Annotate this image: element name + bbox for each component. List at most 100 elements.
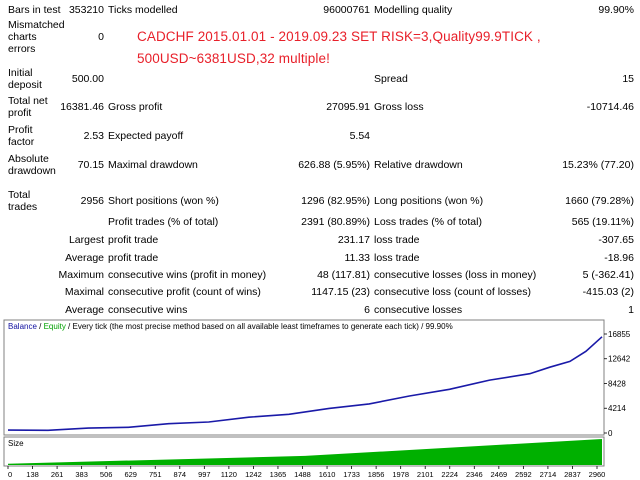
absolute-drawdown-label-2: drawdown	[8, 165, 56, 177]
loss-trades-value: 565 (19.11%)	[571, 216, 634, 228]
x-tick-label: 2592	[515, 470, 532, 479]
ticks-label: Ticks modelled	[108, 4, 178, 16]
maximum-label: Maximum	[58, 269, 104, 281]
x-tick-label: 2960	[589, 470, 606, 479]
ticks-value: 96000761	[323, 4, 370, 16]
chart-header: Balance / Equity / Every tick (the most …	[8, 322, 453, 331]
balance-series-line	[7, 336, 603, 432]
x-tick-label: 874	[174, 470, 187, 479]
modelling-quality-label: Modelling quality	[374, 4, 453, 16]
relative-drawdown-value: 15.23% (77.20)	[562, 159, 634, 171]
legend-separator: /	[37, 322, 44, 331]
absolute-drawdown-label-1: Absolute	[8, 153, 49, 165]
maximal-consecutive-profit-value: 1147.15 (23)	[311, 286, 370, 298]
mismatched-label-3: errors	[8, 43, 36, 55]
x-tick-label: 1120	[221, 470, 237, 479]
profit-trades-label: Profit trades (% of total)	[108, 216, 219, 228]
x-tick-label: 1365	[270, 470, 287, 479]
profit-factor-label-1: Profit	[8, 124, 33, 136]
largest-profit-trade-label: profit trade	[108, 234, 159, 246]
average-consecutive-wins-label: consecutive wins	[108, 304, 188, 316]
y-tick-label: 4214	[608, 404, 626, 413]
deposit-value: 500.00	[71, 73, 104, 85]
x-tick-label: 1488	[294, 470, 311, 479]
expected-payoff-label: Expected payoff	[108, 130, 184, 142]
largest-profit-trade-value: 231.17	[337, 234, 370, 246]
largest-loss-trade-label: loss trade	[374, 234, 420, 246]
annotation-line-1: CADCHF 2015.01.01 - 2019.09.23 SET RISK=…	[137, 29, 541, 44]
x-axis-ticks: 0 138 261 383 506 629 751 874 997 1120 1242 1365 148…	[7, 466, 606, 479]
absolute-drawdown-value: 70.15	[77, 159, 104, 171]
x-tick-label: 0	[8, 470, 12, 479]
x-tick-label: 629	[124, 470, 137, 479]
short-positions-label: Short positions (won %)	[108, 195, 219, 207]
largest-loss-trade-value: -307.65	[598, 234, 634, 246]
loss-trades-label: Loss trades (% of total)	[374, 216, 482, 228]
y-tick-label: 12642	[608, 355, 631, 364]
max-consecutive-losses-label: consecutive losses (loss in money)	[374, 269, 537, 281]
modelling-quality-value: 99.90%	[598, 4, 634, 16]
balance-chart: Balance / Equity / Every tick (the most …	[3, 319, 631, 479]
average-consecutive-label: Average	[65, 304, 104, 316]
average-loss-trade-value: -18.96	[604, 252, 634, 264]
x-tick-label: 506	[100, 470, 113, 479]
bars-value: 353210	[68, 4, 104, 16]
deposit-label-1: Initial	[8, 67, 33, 79]
y-tick-label: 8428	[608, 379, 626, 388]
max-consecutive-wins-value: 48 (117.81)	[317, 269, 370, 281]
legend-equity: Equity	[44, 322, 66, 331]
x-tick-label: 2346	[466, 470, 483, 479]
x-tick-label: 383	[75, 470, 88, 479]
x-tick-label: 1978	[392, 470, 409, 479]
maximal-consecutive-profit-label: consecutive profit (count of wins)	[108, 286, 261, 298]
x-tick-label: 1610	[319, 470, 336, 479]
gross-loss-value: -10714.46	[586, 101, 634, 113]
total-trades-label-1: Total	[8, 189, 31, 201]
max-consecutive-wins-label: consecutive wins (profit in money)	[108, 269, 267, 281]
x-tick-label: 2101	[417, 470, 434, 479]
gross-profit-label: Gross profit	[108, 101, 163, 113]
x-tick-label: 997	[198, 470, 211, 479]
average-label: Average	[65, 252, 104, 264]
legend-balance: Balance	[8, 322, 37, 331]
relative-drawdown-label: Relative drawdown	[374, 159, 463, 171]
spread-label: Spread	[374, 73, 408, 85]
average-profit-trade-value: 11.33	[344, 252, 371, 264]
y-tick-label: 16855	[608, 330, 631, 339]
maximal-consecutive-loss-label: consecutive loss (count of losses)	[374, 286, 531, 298]
size-label: Size	[8, 439, 24, 448]
maximal-drawdown-value: 626.88 (5.95%)	[298, 159, 370, 171]
gross-loss-label: Gross loss	[374, 101, 424, 113]
long-positions-value: 1660 (79.28%)	[565, 195, 634, 207]
average-consecutive-wins-value: 6	[364, 304, 370, 316]
mismatched-label-2: charts	[8, 31, 37, 43]
y-tick-label: 0	[608, 429, 613, 438]
mismatched-value: 0	[98, 31, 104, 43]
average-profit-trade-label: profit trade	[108, 252, 159, 264]
profit-factor-value: 2.53	[83, 130, 104, 142]
expected-payoff-value: 5.54	[349, 130, 370, 142]
x-tick-label: 2469	[490, 470, 507, 479]
max-consecutive-losses-value: 5 (-362.41)	[582, 269, 634, 281]
x-tick-label: 1242	[245, 470, 262, 479]
main-chart-frame	[3, 319, 605, 436]
gross-profit-value: 27095.91	[326, 101, 370, 113]
x-tick-label: 2837	[564, 470, 581, 479]
mismatched-label-1: Mismatched	[8, 19, 65, 31]
profit-factor-label-2: factor	[8, 136, 35, 148]
bars-label: Bars in test	[8, 4, 61, 16]
chart-description: / Every tick (the most precise method ba…	[66, 322, 453, 331]
annotation-line-2: 500USD~6381USD,32 multiple!	[137, 51, 330, 66]
spread-value: 15	[622, 73, 634, 85]
x-tick-label: 2224	[441, 470, 458, 479]
x-tick-label: 2714	[540, 470, 557, 479]
x-tick-label: 138	[26, 470, 39, 479]
total-trades-label-2: trades	[8, 201, 38, 213]
total-trades-value: 2956	[80, 195, 104, 207]
average-consecutive-losses-value: 1	[628, 304, 634, 316]
average-loss-trade-label: loss trade	[374, 252, 420, 264]
x-tick-label: 1856	[368, 470, 385, 479]
maximal-label: Maximal	[64, 286, 104, 298]
largest-label: Largest	[68, 234, 104, 246]
y-axis-ticks: 16855 12642 8428 4214 0	[604, 330, 631, 438]
